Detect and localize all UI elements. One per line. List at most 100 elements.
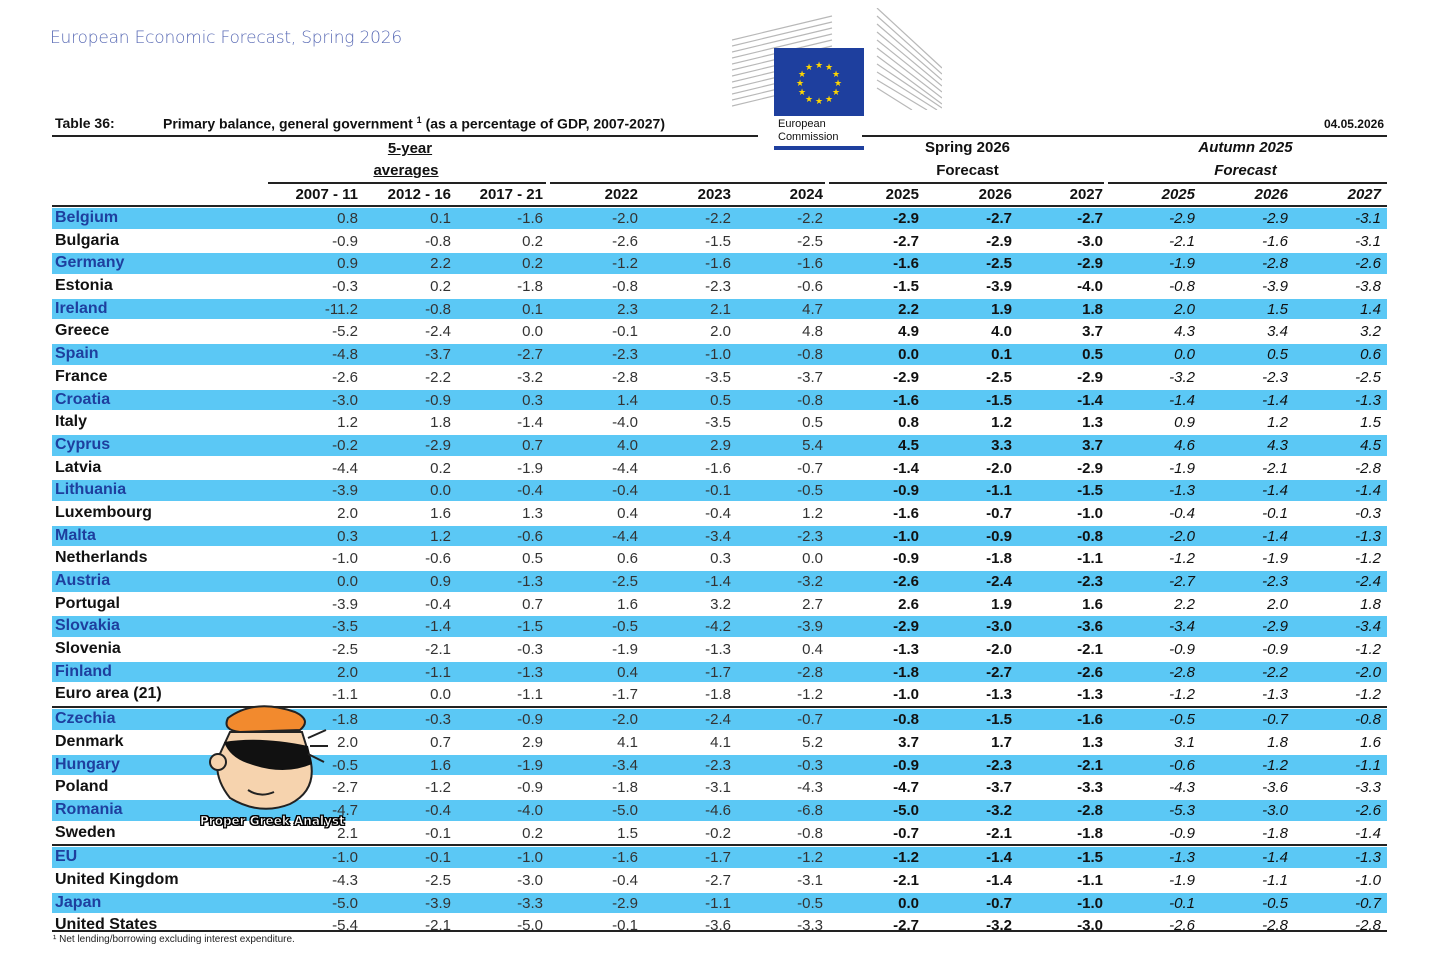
- table-cell: -3.3: [1077, 779, 1103, 797]
- table-cell: -0.8: [1355, 711, 1381, 729]
- table-cell: 0.6: [1360, 346, 1381, 364]
- svg-text:★: ★: [815, 61, 823, 71]
- svg-text:★: ★: [815, 97, 823, 107]
- table-row: Ireland -11.2 -0.8 0.1 2.3 2.1 4.7 2.2 1.9 1.8 2.0…: [52, 298, 1387, 321]
- table-cell: -1.1: [517, 686, 543, 704]
- table-row: Japan -5.0 -3.9 -3.3 -2.9 -1.1 -0.5 0.0 -0.7 -1.0…: [52, 892, 1387, 915]
- top-rule-right: [862, 135, 1387, 137]
- table-cell: -3.5: [332, 618, 358, 636]
- table-cell: -1.5: [517, 618, 543, 636]
- table-cell: -2.6: [893, 573, 919, 590]
- row-label: Slovakia: [55, 617, 120, 635]
- table-cell: 3.2: [1360, 323, 1381, 341]
- table-cell: -2.7: [332, 779, 358, 797]
- table-cell: -2.3: [986, 756, 1012, 774]
- table-row: Hungary -0.5 1.6 -1.9 -3.4 -2.3 -0.3 -0.9 -2.3 -2…: [52, 754, 1387, 777]
- row-label: Greece: [55, 322, 110, 340]
- table-cell: -1.3: [986, 686, 1012, 704]
- row-label: Hungary: [55, 755, 120, 773]
- table-cell: -4.3: [332, 871, 358, 889]
- table-cell: -1.6: [517, 210, 543, 227]
- table-cell: -1.2: [797, 849, 823, 867]
- averages-header-2: averages: [373, 162, 439, 179]
- table-cell: 0.0: [898, 346, 919, 364]
- table-cell: -2.9: [425, 436, 451, 454]
- table-cell: -1.4: [1262, 482, 1288, 500]
- table-cell: 3.4: [1267, 323, 1288, 341]
- table-cell: -0.6: [1169, 756, 1195, 774]
- table-cell: -1.2: [425, 779, 451, 797]
- table-cell: -2.1: [425, 641, 451, 659]
- table-cell: -1.7: [705, 663, 731, 681]
- table-cell: 2.0: [337, 663, 358, 681]
- table-cell: -3.3: [517, 894, 543, 912]
- table-cell: -1.4: [986, 849, 1012, 867]
- table-cell: -2.6: [1355, 801, 1381, 819]
- column-header: 2012 - 16: [387, 186, 451, 203]
- table-cell: -0.9: [332, 232, 358, 250]
- table-cell: -1.9: [1169, 459, 1195, 477]
- row-label: Romania: [55, 800, 123, 818]
- table-cell: 1.6: [1360, 733, 1381, 751]
- table-cell: -2.0: [612, 711, 638, 729]
- table-cell: 2.7: [802, 595, 823, 613]
- bottom-rule: [52, 930, 1387, 932]
- table-cell: -0.4: [705, 504, 731, 522]
- table-cell: -1.3: [1169, 482, 1195, 500]
- footnote: ¹ Net lending/borrowing excluding intere…: [53, 934, 295, 945]
- row-label: Austria: [55, 572, 111, 589]
- logo-bar: [774, 146, 864, 150]
- row-label: Portugal: [55, 594, 120, 612]
- table-cell: -3.9: [425, 894, 451, 912]
- svg-text:★: ★: [832, 70, 840, 80]
- column-header: 2027: [1069, 186, 1103, 203]
- table-cell: -4.0: [1077, 278, 1103, 296]
- table-cell: -1.6: [612, 849, 638, 867]
- table-cell: 4.0: [617, 436, 638, 454]
- table-cell: -3.9: [797, 618, 823, 636]
- table-row: Latvia -4.4 0.2 -1.9 -4.4 -1.6 -0.7 -1.4 -2.0 -2.…: [52, 457, 1387, 480]
- table-cell: -4.3: [1169, 779, 1195, 797]
- table-cell: 0.4: [617, 663, 638, 681]
- table-cell: -2.9: [893, 210, 919, 227]
- table-row: United Kingdom -4.3 -2.5 -3.0 -0.4 -2.7 -3.1 -2…: [52, 869, 1387, 892]
- row-label: EU: [55, 848, 78, 866]
- column-header: 2026: [1254, 186, 1288, 203]
- table-cell: 1.3: [1082, 733, 1103, 751]
- table-cell: 1.8: [1082, 300, 1103, 318]
- table-cell: -1.4: [1262, 527, 1288, 545]
- table-cell: -2.9: [1262, 618, 1288, 636]
- table-cell: -1.3: [893, 641, 919, 659]
- table-cell: 1.3: [522, 504, 543, 522]
- table-cell: -0.4: [517, 482, 543, 500]
- row-label: Malta: [55, 526, 96, 544]
- table-row: Slovenia -2.5 -2.1 -0.3 -1.9 -1.3 0.4 -1.3 -2.0 -…: [52, 638, 1387, 661]
- publication-title: European Economic Forecast, Spring 2026: [50, 28, 402, 48]
- svg-text:★: ★: [805, 63, 813, 73]
- table-cell: -1.8: [986, 550, 1012, 568]
- table-cell: -0.5: [612, 618, 638, 636]
- table-cell: -3.7: [797, 368, 823, 386]
- table-cell: -2.2: [705, 210, 731, 227]
- table-cell: -2.5: [612, 573, 638, 590]
- table-cell: -2.7: [1169, 573, 1195, 590]
- spring-rule: [829, 182, 1104, 184]
- row-label: Euro area (21): [55, 685, 162, 703]
- table-cell: 1.8: [1267, 733, 1288, 751]
- table-cell: -1.3: [1355, 849, 1381, 867]
- table-cell: 4.3: [1267, 436, 1288, 454]
- table-cell: -1.2: [1355, 686, 1381, 704]
- table-cell: -0.8: [1169, 278, 1195, 296]
- table-cell: 4.7: [802, 300, 823, 318]
- table-cell: -1.4: [1262, 849, 1288, 867]
- table-cell: -2.5: [425, 871, 451, 889]
- table-cell: 1.6: [430, 504, 451, 522]
- table-cell: -3.7: [425, 346, 451, 364]
- table-cell: -2.3: [1262, 573, 1288, 590]
- row-label: Denmark: [55, 732, 124, 750]
- top-rule-left: [52, 135, 758, 137]
- table-cell: 1.9: [991, 300, 1012, 318]
- table-cell: -3.4: [1355, 618, 1381, 636]
- table-cell: -1.1: [1077, 550, 1103, 568]
- table-cell: -4.7: [893, 779, 919, 797]
